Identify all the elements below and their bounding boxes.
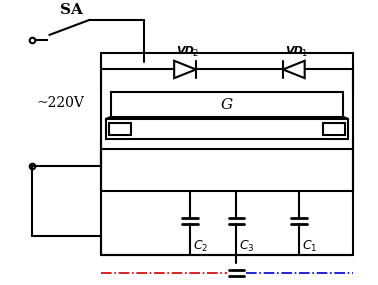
Text: $C_1$: $C_1$ <box>302 239 317 254</box>
Bar <box>106 119 348 139</box>
Text: 1: 1 <box>301 49 306 58</box>
Text: ~220V: ~220V <box>37 96 85 110</box>
Text: 2: 2 <box>192 49 197 58</box>
Bar <box>111 92 343 117</box>
Text: SA: SA <box>60 3 83 17</box>
Text: $C_3$: $C_3$ <box>239 239 255 254</box>
Text: VD: VD <box>285 46 303 56</box>
Polygon shape <box>174 61 196 78</box>
Bar <box>109 123 131 135</box>
Bar <box>324 123 345 135</box>
Text: $C_2$: $C_2$ <box>193 239 208 254</box>
Text: G: G <box>221 97 233 111</box>
Text: VD: VD <box>176 46 194 56</box>
Polygon shape <box>283 61 305 78</box>
